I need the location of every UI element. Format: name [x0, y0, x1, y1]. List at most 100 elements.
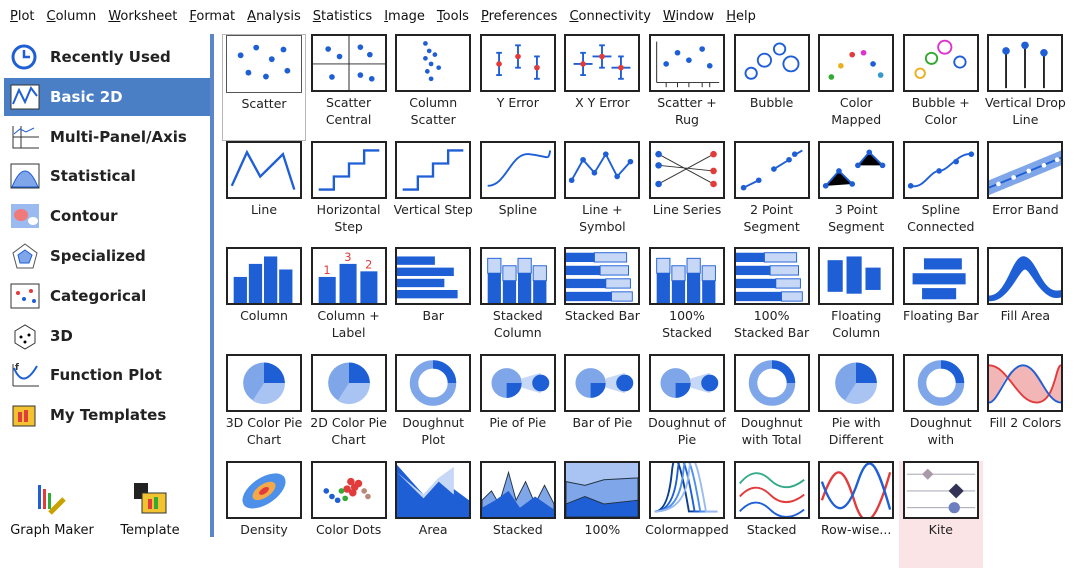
- plot-type-line-series[interactable]: Line Series: [645, 140, 729, 248]
- plot-type-bar-of-pie[interactable]: Bar of Pie: [560, 354, 644, 461]
- plot-type-spline[interactable]: Spline: [476, 140, 560, 248]
- sidebar-item-3d[interactable]: 3D: [4, 317, 210, 355]
- plot-type-fill-2-colors[interactable]: Fill 2 Colors: [983, 354, 1067, 461]
- plot-type-spline-connected[interactable]: Spline Connected: [899, 140, 983, 248]
- plot-type-label: Row-wise...: [821, 521, 892, 537]
- xyerr-chart-icon: [564, 34, 641, 92]
- sidebar-item-my-templates[interactable]: My Templates: [4, 396, 210, 434]
- multi-panel-icon: [8, 122, 42, 152]
- seg3-chart-icon: [818, 140, 895, 199]
- plot-type-label: Line: [250, 201, 278, 217]
- plot-type-3d-color-pie-chart[interactable]: 3D Color Pie Chart: [222, 354, 306, 461]
- menu-bar: Plot Column Worksheet Format Analysis Statist…: [0, 0, 1080, 33]
- plot-type-column[interactable]: Column: [222, 247, 306, 354]
- colordots-chart-icon: [310, 460, 387, 519]
- plot-type-3-point-segment[interactable]: 3 Point Segment: [814, 140, 898, 248]
- step-chart-icon: [395, 140, 472, 199]
- plot-type-vertical-step[interactable]: Vertical Step: [391, 140, 475, 248]
- scatter-chart-icon: [226, 35, 302, 93]
- bubblecolor-chart-icon: [902, 34, 979, 92]
- sidebar-item-multi-panel-axis[interactable]: Multi-Panel/Axis: [4, 118, 210, 156]
- scentral-chart-icon: [310, 34, 387, 92]
- sidebar-item-basic-2d[interactable]: Basic 2D: [4, 77, 210, 116]
- plot-type-fill-area[interactable]: Fill Area: [983, 247, 1067, 354]
- plot-type-pie-of-pie[interactable]: Pie of Pie: [476, 354, 560, 461]
- plot-type-bubble[interactable]: Bubble: [730, 34, 814, 141]
- doughnut-chart-icon: [733, 354, 810, 413]
- menu-analysis[interactable]: Analysis: [247, 9, 301, 24]
- plot-type-line-symbol[interactable]: Line + Symbol: [560, 140, 644, 248]
- plot-type-color-mapped[interactable]: Color Mapped: [814, 34, 898, 141]
- plot-type-doughnut-plot[interactable]: Doughnut Plot: [391, 354, 475, 461]
- pieofpie-chart-icon: [564, 354, 641, 413]
- plot-type-scatter-central[interactable]: Scatter Central: [307, 34, 391, 141]
- menu-tools[interactable]: Tools: [436, 9, 469, 24]
- plot-type-floating-bar[interactable]: Floating Bar: [899, 247, 983, 354]
- sidebar-item-categorical[interactable]: Categorical: [4, 277, 210, 315]
- plot-type-column-scatter[interactable]: Column Scatter: [391, 34, 475, 141]
- colormappedline-chart-icon: [649, 460, 725, 519]
- plot-type-line[interactable]: Line: [222, 140, 306, 248]
- sidebar-item-function-plot[interactable]: f Function Plot: [4, 356, 210, 394]
- plot-type-x-y-error[interactable]: X Y Error: [560, 34, 644, 141]
- plot-type-stacked-bar[interactable]: Stacked Bar: [560, 247, 644, 354]
- plot-type-doughnut-with[interactable]: Doughnut with: [899, 354, 983, 461]
- sidebar-item-statistical[interactable]: Statistical: [4, 157, 210, 195]
- plot-type-column-label[interactable]: 1 3 2 Column + Label: [307, 247, 391, 354]
- stackarea-chart-icon: [479, 460, 556, 519]
- menu-plot[interactable]: Plot: [10, 9, 35, 24]
- menu-statistics[interactable]: Statistics: [312, 9, 373, 24]
- plot-type-label: Line Series: [652, 201, 722, 217]
- plot-type-stacked[interactable]: Stacked: [476, 460, 560, 568]
- doughnut-chart-icon: [395, 354, 472, 413]
- plot-type-stacked[interactable]: Stacked: [730, 460, 814, 568]
- plot-type-row-wise[interactable]: Row-wise...: [814, 460, 898, 568]
- menu-window[interactable]: Window: [662, 9, 715, 24]
- sidebar-item-specialized[interactable]: Specialized: [4, 237, 210, 275]
- plot-type-pie-with-different[interactable]: Pie with Different: [814, 354, 898, 461]
- plot-type-2d-color-pie-chart[interactable]: 2D Color Pie Chart: [307, 354, 391, 461]
- plot-type-scatter[interactable]: Scatter: [222, 34, 306, 141]
- menu-connectivity[interactable]: Connectivity: [569, 9, 651, 24]
- menu-image[interactable]: Image: [384, 9, 425, 24]
- menu-help[interactable]: Help: [726, 9, 756, 24]
- plot-type-colormapped[interactable]: Colormapped: [645, 460, 729, 568]
- plot-type-horizontal-step[interactable]: Horizontal Step: [307, 140, 391, 248]
- plot-type-label: Colormapped: [645, 521, 729, 537]
- plot-type-scatter-rug[interactable]: Scatter + Rug: [645, 34, 729, 141]
- plot-type-label: Stacked Column: [492, 308, 543, 341]
- plot-type-area[interactable]: Area: [391, 460, 475, 568]
- plot-type-doughnut-of-pie[interactable]: Doughnut of Pie: [645, 354, 729, 461]
- menu-column[interactable]: Column: [46, 9, 97, 24]
- plot-type-label: Bubble: [749, 95, 794, 110]
- rug-chart-icon: [649, 34, 725, 92]
- sidebar-item-recently-used[interactable]: Recently Used: [4, 38, 210, 76]
- plot-type-doughnut-with-total[interactable]: Doughnut with Total: [730, 354, 814, 461]
- stackedlines-chart-icon: [733, 460, 810, 519]
- sidebar-item-contour[interactable]: Contour: [4, 197, 210, 235]
- plot-type-bubble-color[interactable]: Bubble + Color: [899, 34, 983, 141]
- menu-preferences[interactable]: Preferences: [480, 9, 558, 24]
- plot-type-100-stacked-bar[interactable]: 100% Stacked Bar: [730, 247, 814, 354]
- plot-type-100-stacked[interactable]: 100% Stacked: [645, 247, 729, 354]
- menu-format[interactable]: Format: [189, 9, 236, 24]
- graph-maker-button[interactable]: Graph Maker: [6, 479, 98, 538]
- template-button[interactable]: Template: [110, 479, 190, 538]
- menu-worksheet[interactable]: Worksheet: [108, 9, 178, 24]
- plot-type-label: Pie of Pie: [489, 415, 547, 431]
- plot-type-y-error[interactable]: Y Error: [476, 34, 560, 141]
- plot-type-floating-column[interactable]: Floating Column: [814, 247, 898, 354]
- plot-type-2-point-segment[interactable]: 2 Point Segment: [730, 140, 814, 248]
- plot-type-label: 100% Stacked: [662, 308, 712, 341]
- template-icon: [110, 479, 190, 523]
- plot-type-error-band[interactable]: Error Band: [983, 140, 1067, 248]
- plot-type-kite[interactable]: Kite: [898, 460, 983, 568]
- plot-type-100[interactable]: 100%: [560, 460, 644, 568]
- plot-type-color-dots[interactable]: Color Dots: [307, 460, 391, 568]
- plot-type-density[interactable]: Density: [222, 460, 306, 568]
- plot-type-vertical-drop-line[interactable]: Vertical Drop Line: [983, 34, 1067, 141]
- plot-type-label: Error Band: [992, 201, 1059, 217]
- plot-type-bar[interactable]: Bar: [391, 247, 475, 354]
- sidebar-item-label: Statistical: [50, 167, 136, 186]
- plot-type-stacked-column[interactable]: Stacked Column: [476, 247, 560, 354]
